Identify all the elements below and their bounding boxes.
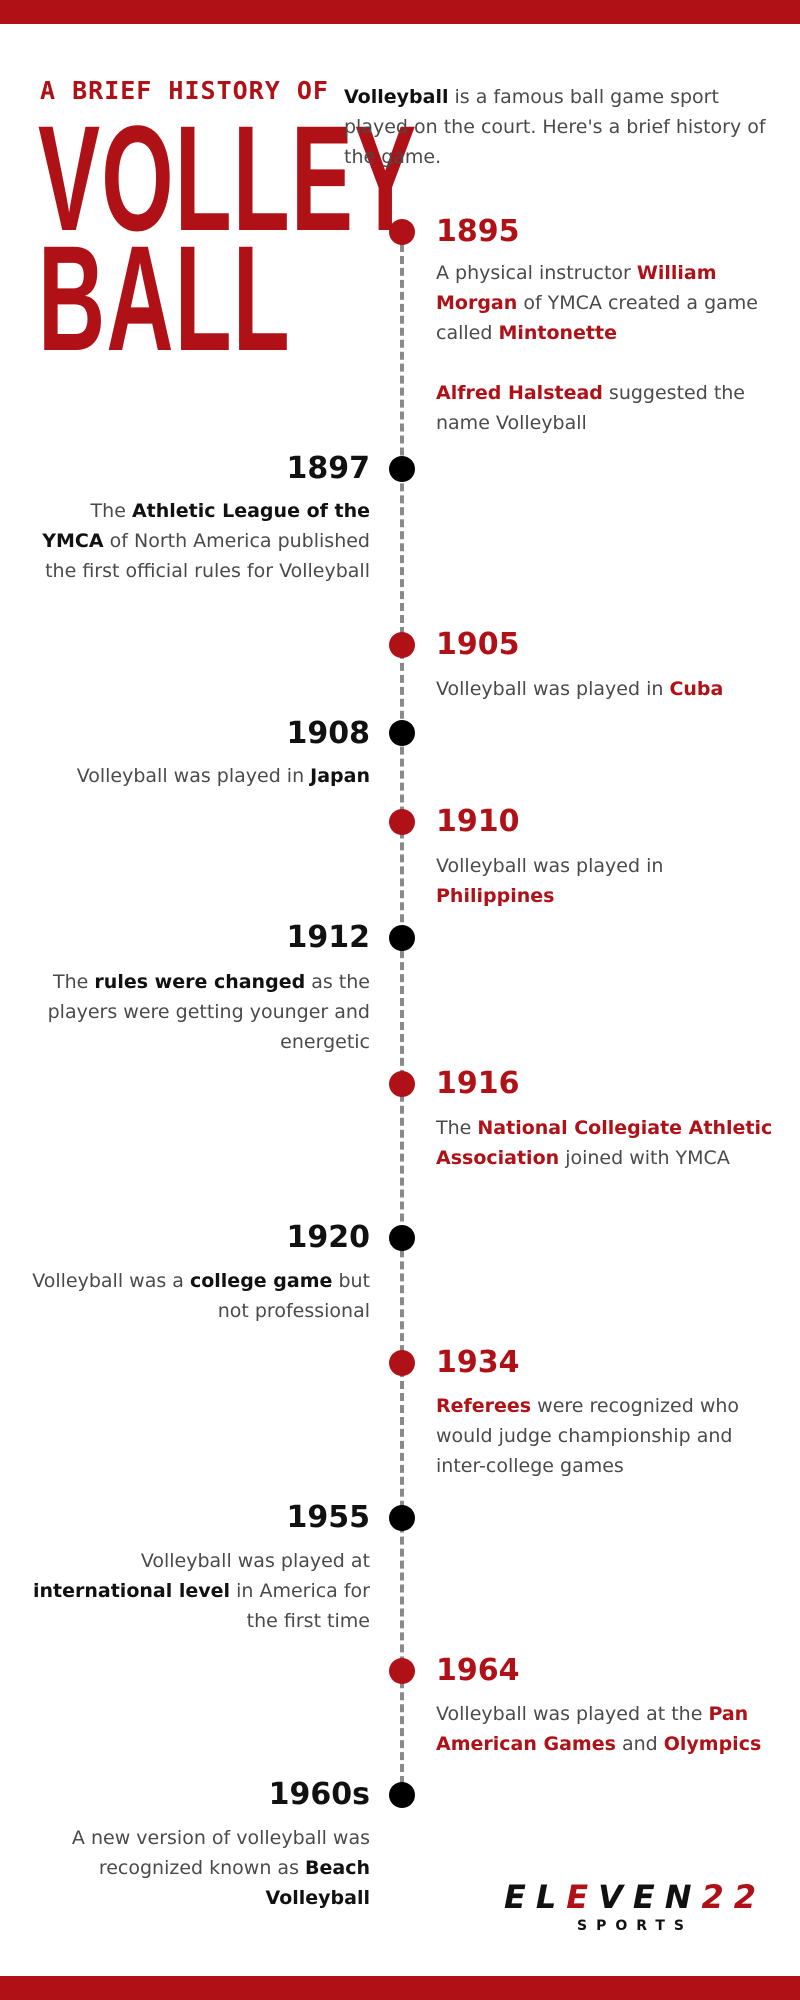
year-1912: 1912 <box>286 920 371 955</box>
event-text-1920: Volleyball was a college game but not pr… <box>32 1270 370 1322</box>
timeline-dot-1916 <box>389 1071 415 1097</box>
intro-rest: is a famous ball game sport played on th… <box>344 86 766 168</box>
event-text-1905: Volleyball was played in Cuba <box>436 678 724 700</box>
timeline-dot-1920 <box>389 1225 415 1251</box>
timeline-dot-1960s <box>389 1782 415 1808</box>
top-accent-bar <box>0 0 800 24</box>
event-text-1897: The Athletic League of the YMCA of North… <box>42 500 370 582</box>
timeline-dot-1912 <box>389 925 415 951</box>
timeline-axis <box>400 232 404 1796</box>
event-text-1910: Volleyball was played in Philippines <box>436 855 664 907</box>
year-1920: 1920 <box>286 1220 371 1255</box>
event-text-1916: The National Collegiate Athletic Associa… <box>436 1117 773 1169</box>
event-text-1895: A physical instructor William Morgan of … <box>436 262 758 344</box>
year-1910: 1910 <box>436 804 520 839</box>
year-1934: 1934 <box>436 1345 520 1380</box>
logo-subtitle: SPORTS <box>576 1918 694 1934</box>
timeline-dot-1955 <box>389 1505 415 1531</box>
timeline-dot-1895 <box>389 219 415 245</box>
title-line-1: VOLLEY <box>38 94 418 262</box>
timeline-dot-1964 <box>389 1658 415 1684</box>
logo-wordmark: ELEVEN22 <box>503 1878 767 1916</box>
event-text-1964: Volleyball was played at the Pan America… <box>436 1703 762 1755</box>
eleven22-logo: ELEVEN22 SPORTS <box>500 1878 770 1934</box>
year-1897: 1897 <box>286 451 371 486</box>
year-1960s: 1960s <box>268 1777 370 1812</box>
event-text-1955: Volleyball was played at international l… <box>33 1550 370 1632</box>
event-text-1912: The rules were changed as the players we… <box>47 971 370 1053</box>
timeline-dot-1897 <box>389 456 415 482</box>
year-1964: 1964 <box>436 1653 520 1688</box>
year-1955: 1955 <box>286 1500 371 1535</box>
timeline-dot-1910 <box>389 809 415 835</box>
event-text-1934: Referees were recognized who would judge… <box>436 1395 740 1477</box>
year-1908: 1908 <box>286 716 371 751</box>
year-1895: 1895 <box>436 214 520 249</box>
year-1905: 1905 <box>436 627 520 662</box>
timeline-dot-1905 <box>389 632 415 658</box>
intro-bold: Volleyball <box>344 86 449 108</box>
timeline-dot-1934 <box>389 1350 415 1376</box>
event-text-1895-b: Alfred Halstead suggested the name Volle… <box>436 382 746 434</box>
event-text-1908: Volleyball was played in Japan <box>76 765 370 787</box>
title-line-2: BALL <box>38 214 291 382</box>
year-1916: 1916 <box>436 1066 520 1101</box>
event-text-1960s: A new version of volleyball was recogniz… <box>71 1827 370 1909</box>
bottom-accent-bar <box>0 1976 800 2000</box>
kicker-text: A BRIEF HISTORY OF <box>40 76 329 105</box>
intro-text: Volleyball is a famous ball game sport p… <box>344 82 784 172</box>
timeline-dot-1908 <box>389 720 415 746</box>
